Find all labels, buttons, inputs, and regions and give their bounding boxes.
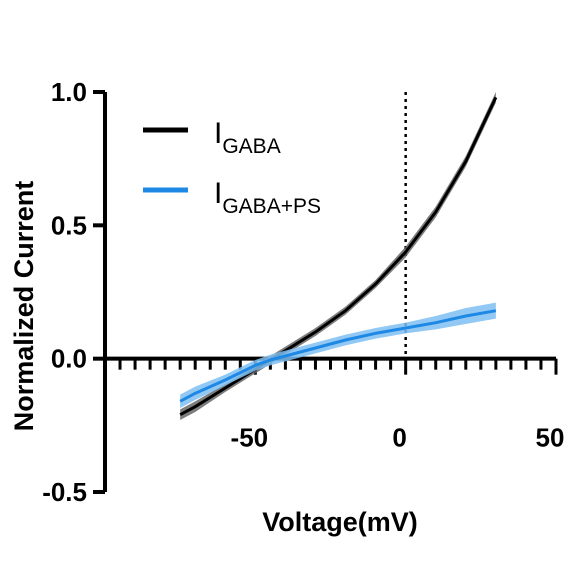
series-layer [179, 92, 498, 420]
y-tick-label: 0.0 [51, 344, 87, 374]
axes: -0.5 0.0 0.5 1.0 -50 0 50 [42, 77, 564, 507]
series-error-band [180, 302, 496, 408]
legend: IGABA IGABA+PS [143, 117, 321, 218]
y-tick-label: -0.5 [42, 477, 87, 507]
labels: Normalized Current Voltage(mV) [9, 181, 418, 537]
series-line [179, 96, 498, 416]
x-tick-label: 0 [392, 423, 406, 453]
legend-subscript: GABA [222, 135, 280, 158]
legend-label: IGABA+PS [214, 177, 321, 218]
legend-subscript: GABA+PS [222, 195, 321, 218]
series-line [179, 309, 497, 403]
legend-label: IGABA [214, 117, 281, 158]
series-1 [179, 302, 497, 408]
y-tick-label: 0.5 [51, 210, 87, 240]
y-axis-title: Normalized Current [9, 181, 39, 432]
x-axis-title: Voltage(mV) [262, 507, 418, 537]
y-tick-label: 1.0 [51, 77, 87, 107]
series-0 [179, 92, 498, 420]
x-tick-label: -50 [231, 423, 269, 453]
x-tick-label: 50 [536, 423, 565, 453]
